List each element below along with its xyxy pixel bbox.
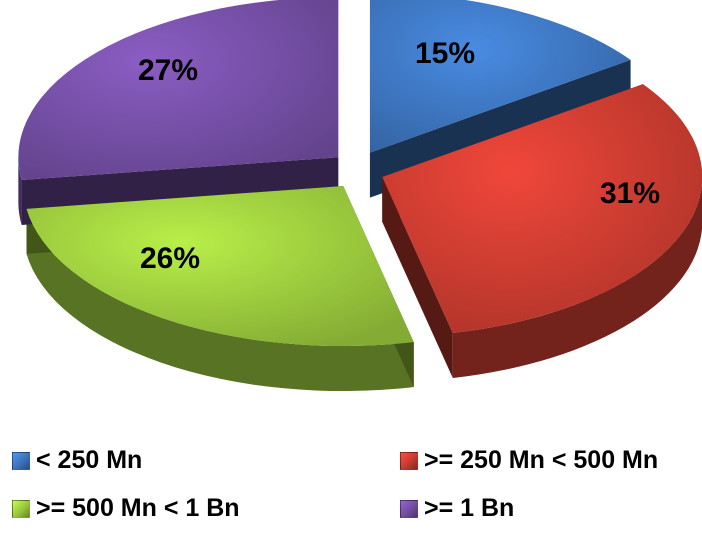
pie-slice-side [18,157,22,226]
pie-slice-side [26,208,414,392]
pie-slice [382,84,702,334]
pie-slice-label: 26% [140,242,200,275]
pie-slice-label: 15% [415,37,475,70]
legend-label: >= 250 Mn < 500 Mn [424,446,659,474]
legend-swatch [400,451,418,470]
pie-slice [18,0,339,181]
legend-entry-500-mn-1-bn: >= 500 Mn < 1 Bn [12,494,240,523]
legend-entry-gte-1-bn: >= 1 Bn [400,494,514,523]
legend-label: >= 1 Bn [424,494,515,522]
legend-swatch [12,499,30,518]
pie-chart: 15% 31% 26% 27% [18,0,702,392]
pie-slice-label: 27% [138,54,198,87]
legend-swatch [12,451,30,470]
pie-slice [369,0,631,153]
legend-swatch [400,499,418,518]
legend-entry-lt-250-mn: < 250 Mn [12,446,142,475]
legend-label: < 250 Mn [36,446,143,474]
pie-slice-wall [382,176,453,379]
chart-legend: < 250 Mn >= 250 Mn < 500 Mn >= 500 Mn < … [0,440,702,530]
pie-slice-side [452,183,702,379]
pie-slice-label: 31% [600,177,660,210]
pie-slice [26,186,414,347]
legend-label: >= 500 Mn < 1 Bn [36,494,240,522]
legend-entry-250-500-mn: >= 250 Mn < 500 Mn [400,446,658,475]
